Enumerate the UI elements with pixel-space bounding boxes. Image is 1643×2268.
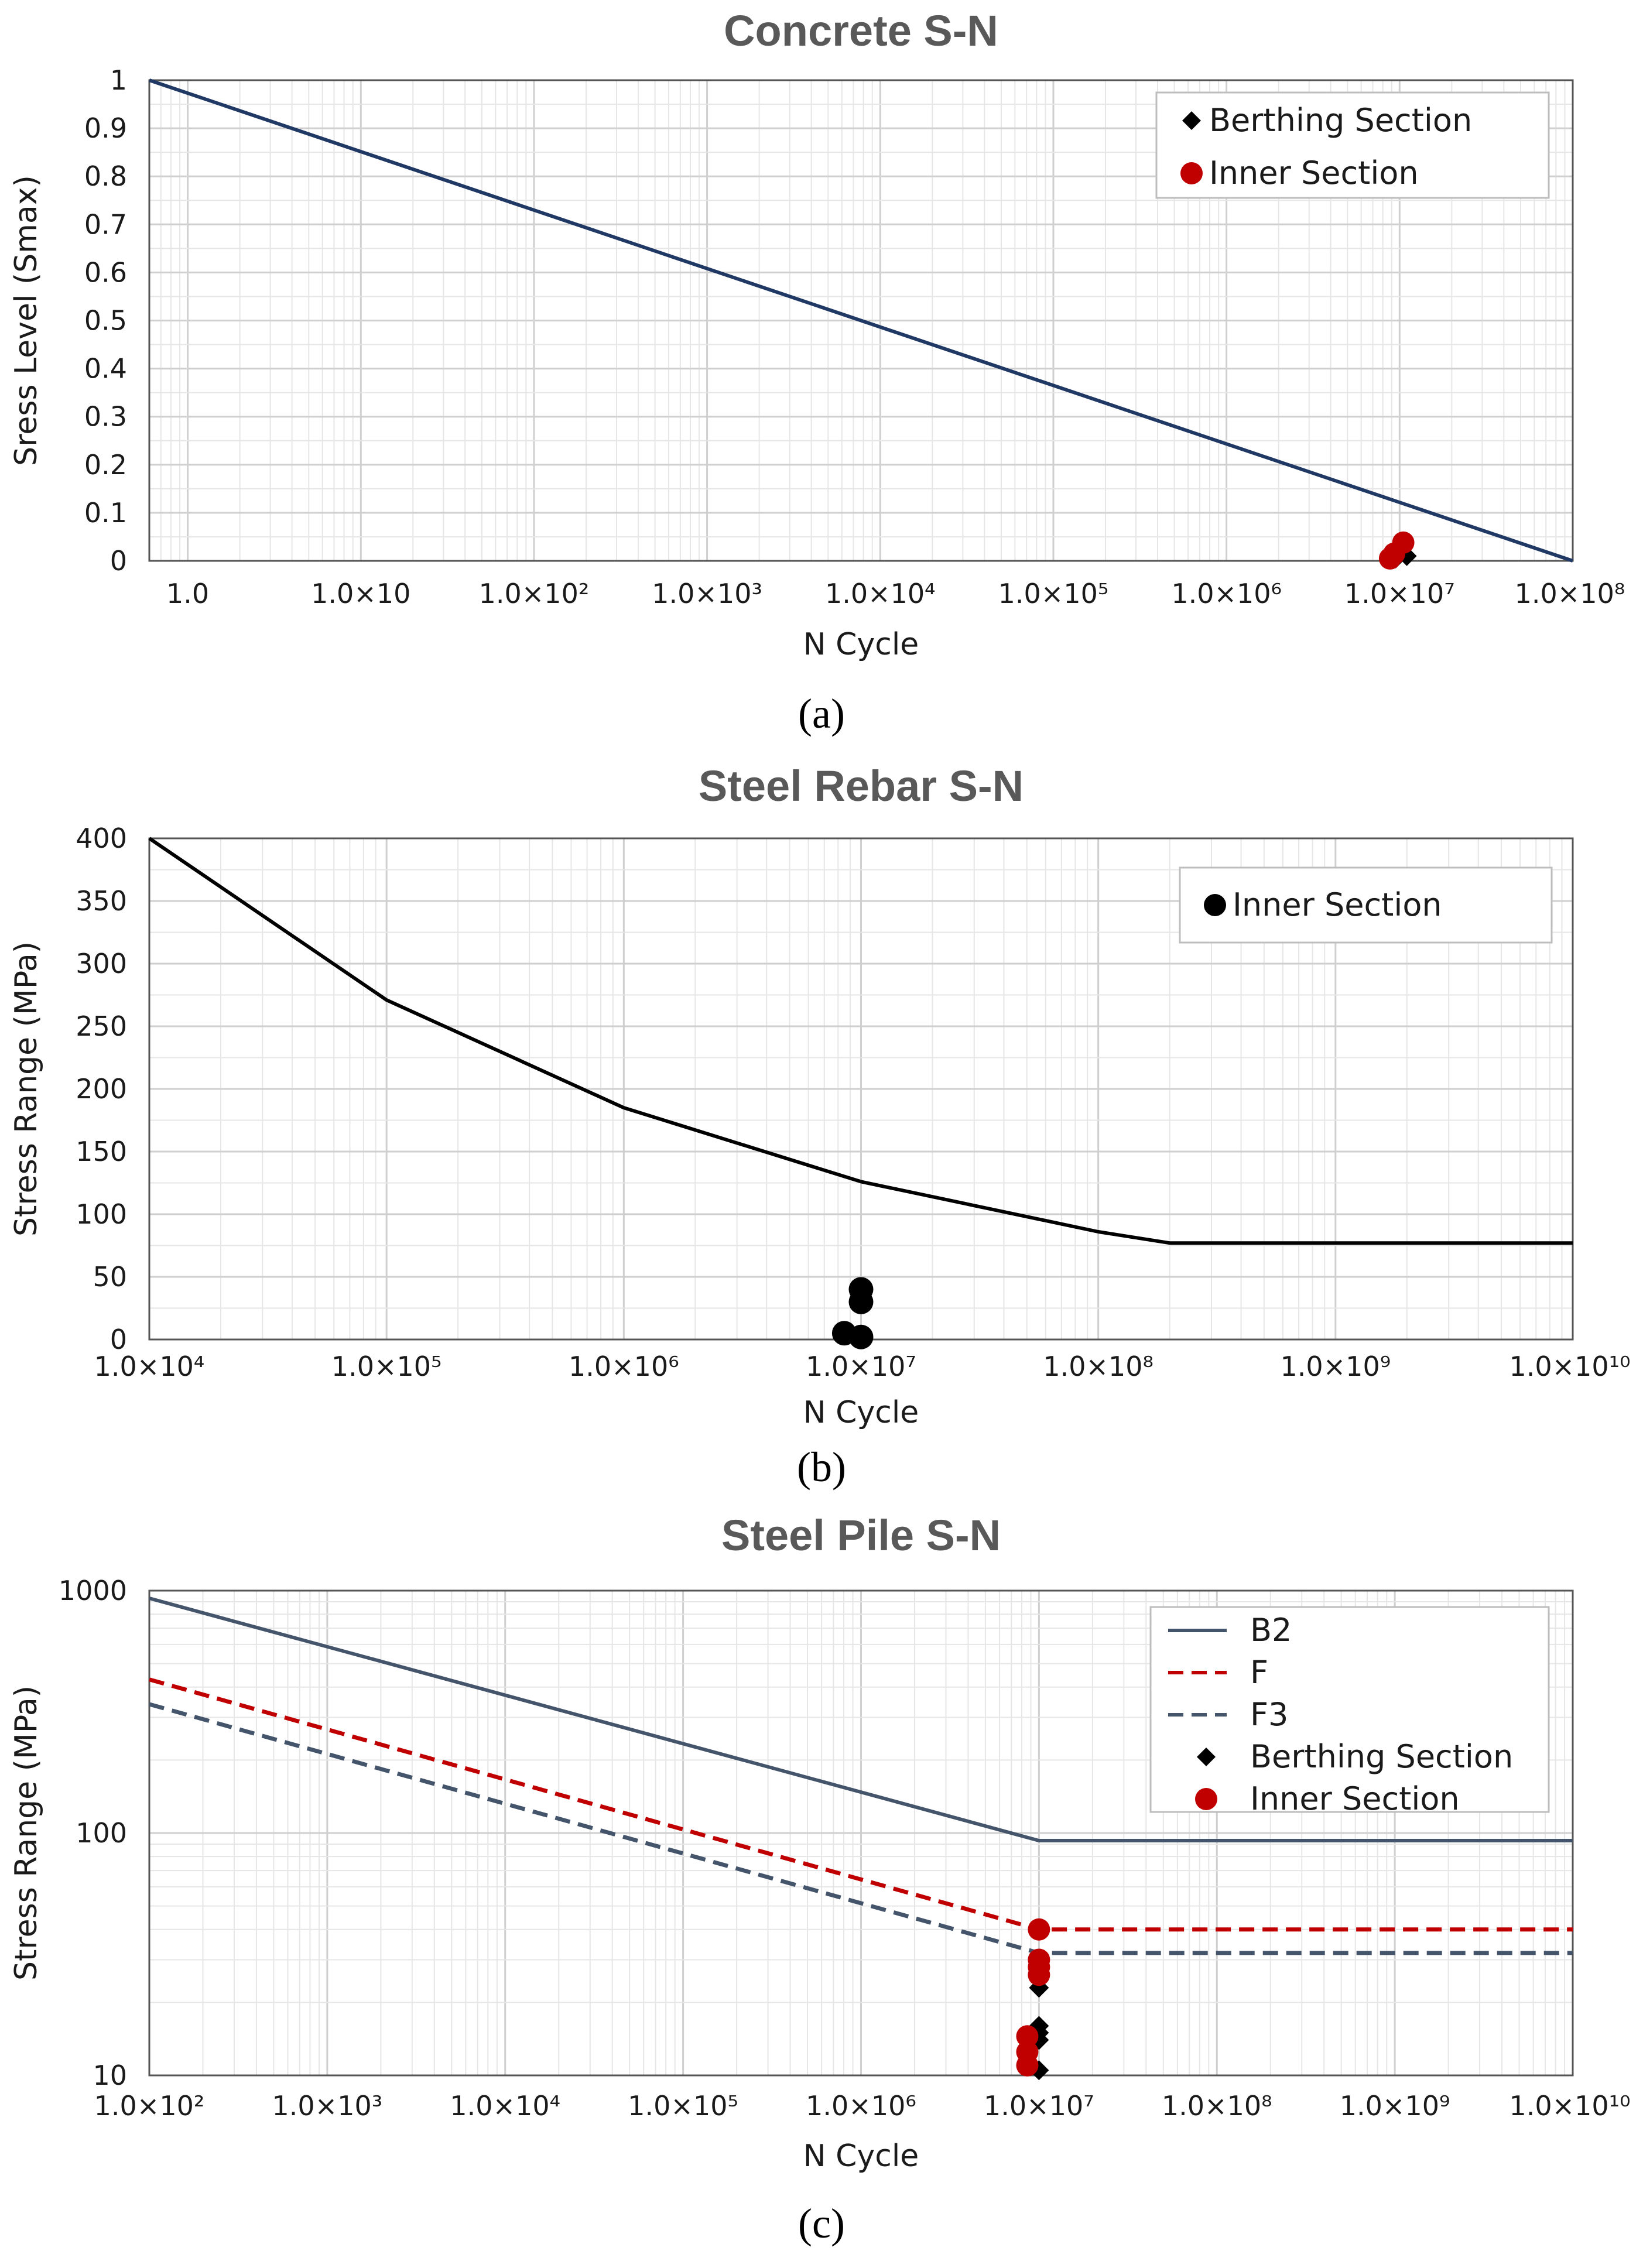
panel-concrete-sn: Concrete S-N 0 0.1 0.2 0.3 0.4 0.5 0.6 0.7 0.8 0.9…	[0, 0, 1643, 749]
x-tick-label: 1.0×10⁷	[806, 1351, 916, 1382]
y-tick-label: 1000	[59, 1575, 127, 1606]
legend-box	[1179, 866, 1553, 944]
y-axis-label: Sress Level (Smax)	[9, 175, 44, 466]
y-tick-label: 250	[76, 1010, 127, 1042]
x-tick-label: 1.0×10	[311, 578, 410, 609]
panel-steel-rebar-sn: Steel Rebar S-N 0 50 100 150 200 250 300 350 400 1…	[0, 749, 1643, 1499]
x-tick-label: 1.0×10¹⁰	[1509, 2090, 1630, 2122]
x-tick-label: 1.0×10⁶	[806, 2090, 916, 2122]
legend-label: Berthing Section	[1209, 102, 1472, 139]
y-tick-label: 0.5	[84, 305, 127, 337]
y-tick-label: 1	[110, 64, 127, 96]
berthing-section-point	[1029, 1978, 1049, 1998]
inner-section-point	[1016, 2025, 1039, 2048]
x-axis-label: N Cycle	[803, 627, 919, 662]
legend-swatch-berthing-section	[1182, 111, 1201, 130]
y-tick-label: 0	[110, 545, 127, 577]
chart-steel-rebar-sn: Steel Rebar S-N 0 50 100 150 200 250 300 350 400 1…	[9, 762, 1631, 1491]
panel-steel-pile-sn: Steel Pile S-N 10 100 1000 1.0×10² 1.0×10³ 1.0…	[0, 1499, 1643, 2265]
y-tick-label: 50	[93, 1261, 127, 1293]
legend-label: Inner Section	[1209, 155, 1419, 191]
y-tick-label: 0.6	[84, 256, 127, 288]
x-tick-label: 1.0×10⁴	[450, 2090, 560, 2122]
x-tick-label: 1.0×10⁹	[1280, 1351, 1391, 1382]
legend-label: Berthing Section	[1250, 1738, 1513, 1775]
legend-label: Inner Section	[1250, 1780, 1460, 1817]
y-tick-label: 0.2	[84, 449, 127, 481]
y-axis-label: Stress Range (MPa)	[9, 941, 44, 1236]
panel-caption: (c)	[798, 2200, 845, 2247]
y-tick-label: 0.3	[84, 401, 127, 433]
chart-title: Steel Pile S-N	[721, 1511, 1001, 1560]
y-tick-label: 0.4	[84, 353, 127, 385]
legend-label: F3	[1250, 1696, 1288, 1733]
y-tick-label: 10	[93, 2060, 127, 2091]
x-tick-label: 1.0×10⁷	[1344, 578, 1455, 609]
x-axis-label: N Cycle	[803, 2139, 919, 2174]
x-tick-label: 1.0×10⁴	[94, 1351, 205, 1382]
x-tick-label: 1.0×10⁸	[1515, 578, 1625, 609]
legend-box	[1155, 91, 1550, 199]
inner-section-point	[848, 1277, 874, 1302]
x-tick-label: 1.0×10⁵	[628, 2090, 738, 2122]
x-tick-label: 1.0×10⁸	[1043, 1351, 1153, 1382]
inner-section-point	[1392, 531, 1415, 554]
x-tick-label: 1.0×10⁴	[825, 578, 936, 609]
legend-label: B2	[1250, 1612, 1292, 1649]
chart-concrete-sn: Concrete S-N 0 0.1 0.2 0.3 0.4 0.5 0.6 0.7 0.8 0.9…	[9, 6, 1625, 737]
y-tick-label: 100	[76, 1817, 127, 1849]
x-tick-label: 1.0×10²	[94, 2090, 205, 2122]
legend-box	[1149, 1606, 1550, 1813]
x-tick-label: 1.0×10⁹	[1340, 2090, 1450, 2122]
legend-swatch-inner-section	[1204, 894, 1226, 916]
x-tick-label: 1.0×10³	[272, 2090, 383, 2122]
y-tick-label: 0.1	[84, 497, 127, 529]
series-line-b2	[149, 1596, 1573, 1842]
y-tick-label: 100	[76, 1198, 127, 1230]
y-tick-label: 0.8	[84, 160, 127, 192]
legend-swatch-inner-section	[1195, 1788, 1217, 1810]
chart-steel-pile-sn: Steel Pile S-N 10 100 1000 1.0×10² 1.0×10³ 1.0…	[9, 1511, 1631, 2247]
chart-title: Steel Rebar S-N	[699, 762, 1024, 810]
plot-frame	[148, 1589, 1574, 2077]
panel-caption: (a)	[798, 690, 845, 737]
chart-title: Concrete S-N	[724, 6, 998, 55]
y-tick-label: 0.9	[84, 112, 127, 144]
series-line-s-n-curve	[148, 837, 1573, 1245]
y-tick-label: 300	[76, 948, 127, 979]
inner-section-point	[1028, 1918, 1050, 1941]
x-tick-label: 1.0×10⁵	[998, 578, 1109, 609]
panel-caption: (b)	[797, 1444, 846, 1491]
x-tick-label: 1.0	[166, 578, 209, 609]
y-tick-label: 350	[76, 885, 127, 917]
legend-label: Inner Section	[1233, 886, 1442, 923]
legend-swatch-berthing-section	[1197, 1748, 1216, 1766]
x-tick-label: 1.0×10⁸	[1162, 2090, 1272, 2122]
legend-label: F	[1250, 1654, 1268, 1691]
legend-swatch-inner-section	[1180, 162, 1203, 184]
x-tick-label: 1.0×10⁵	[331, 1351, 442, 1382]
inner-section-point	[1016, 2054, 1039, 2077]
x-tick-label: 1.0×10⁶	[1171, 578, 1282, 609]
plot-frame	[148, 79, 1574, 562]
y-axis-label: Stress Range (MPa)	[9, 1685, 44, 1981]
inner-section-point	[1028, 1964, 1050, 1986]
y-tick-label: 0.7	[84, 208, 127, 240]
x-axis-label: N Cycle	[803, 1395, 919, 1430]
y-tick-label: 0	[110, 1324, 127, 1355]
x-tick-label: 1.0×10²	[479, 578, 590, 609]
x-tick-label: 1.0×10⁷	[984, 2090, 1094, 2122]
x-tick-label: 1.0×10³	[652, 578, 762, 609]
x-tick-label: 1.0×10⁶	[569, 1351, 679, 1382]
berthing-section-point	[1029, 2060, 1049, 2081]
y-tick-label: 200	[76, 1073, 127, 1105]
y-tick-label: 400	[76, 823, 127, 854]
x-tick-label: 1.0×10¹⁰	[1509, 1351, 1630, 1382]
y-tick-label: 150	[76, 1136, 127, 1167]
inner-section-point	[848, 1324, 874, 1349]
series-line-s-n-curve	[149, 78, 1573, 563]
